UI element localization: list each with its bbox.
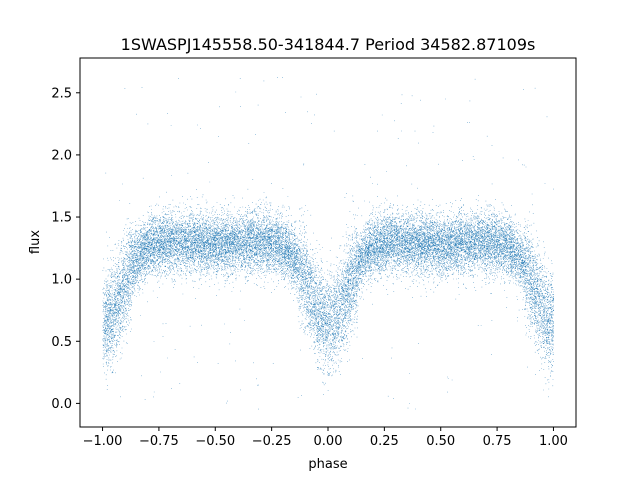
- y-axis-label: flux: [28, 230, 43, 254]
- y-tick-label: 2.0: [51, 148, 72, 163]
- y-tick-label: 1.5: [51, 211, 72, 226]
- x-tick-label: 0.75: [483, 434, 512, 449]
- y-tick-label: 0.5: [51, 335, 72, 350]
- x-axis: −1.00 −0.75 −0.50 −0.25 0.00 0.25 0.50 0.75 1.00: [83, 427, 568, 449]
- x-tick-label: −0.75: [139, 434, 179, 449]
- x-tick-label: −1.00: [83, 434, 123, 449]
- x-tick-label: 0.50: [426, 434, 455, 449]
- chart-title: 1SWASPJ145558.50-341844.7 Period 34582.8…: [121, 35, 536, 54]
- y-tick-label: 0.0: [51, 397, 72, 412]
- x-tick-label: −0.25: [252, 434, 292, 449]
- x-tick-label: 1.00: [539, 434, 568, 449]
- x-tick-label: 0.00: [314, 434, 343, 449]
- y-axis: 0.0 0.5 1.0 1.5 2.0 2.5: [51, 86, 80, 412]
- x-axis-label: phase: [308, 457, 347, 472]
- x-tick-label: −0.50: [195, 434, 235, 449]
- x-tick-label: 0.25: [370, 434, 399, 449]
- y-tick-label: 2.5: [51, 86, 72, 101]
- y-tick-label: 1.0: [51, 273, 72, 288]
